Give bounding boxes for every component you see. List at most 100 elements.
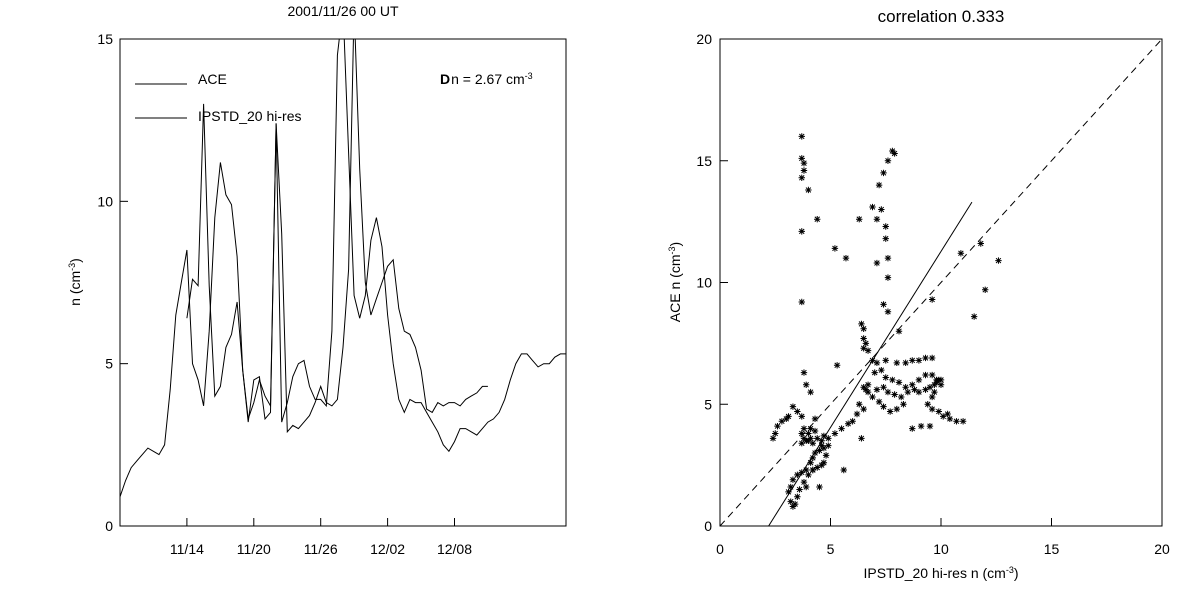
scatter-point	[917, 422, 925, 430]
scatter-point	[787, 498, 794, 505]
right-y-axis-label: ACE n (cm-3)	[667, 242, 683, 322]
scatter-point	[860, 345, 867, 352]
left-series-line-0	[120, 39, 566, 497]
scatter-point	[928, 393, 936, 401]
scatter-point	[785, 488, 792, 496]
scatter-point	[807, 459, 814, 466]
scatter-point	[787, 483, 794, 491]
scatter-point	[838, 425, 845, 432]
scatter-point	[849, 418, 856, 425]
scatter-point	[922, 354, 929, 362]
scatter-point	[833, 362, 841, 369]
right-x-ticks: 0 5 10 15 20	[716, 518, 1170, 557]
left-legend: ACE IPSTD_20 hi-res	[135, 71, 301, 124]
right-x-axis-label: IPSTD_20 hi-res n (cm-3)	[863, 565, 1018, 581]
scatter-point	[789, 403, 797, 410]
scatter-point	[900, 401, 907, 408]
scatter-point	[869, 393, 876, 401]
scatter-point	[785, 413, 792, 420]
scatter-point	[873, 259, 881, 267]
scatter-point	[816, 447, 823, 454]
scatter-point	[886, 408, 894, 415]
scatter-point	[864, 388, 872, 396]
scatter-point	[860, 335, 867, 342]
right-x-tick-label: 20	[1154, 541, 1170, 557]
scatter-point	[891, 391, 898, 398]
fit-line	[768, 201, 973, 527]
scatter-point	[864, 381, 872, 388]
scatter-point	[809, 466, 817, 474]
left-chart: 2001/11/26 00 UT 11/14 11/20 11/26 12/02 12/…	[67, 3, 567, 557]
scatter-point	[909, 357, 916, 364]
scatter-point	[928, 405, 936, 413]
scatter-point	[864, 347, 872, 354]
scatter-point	[794, 471, 801, 479]
scatter-point	[825, 435, 832, 442]
left-y-ticks: 0 5 10 15	[97, 31, 128, 534]
scatter-point	[880, 384, 887, 391]
scatter-point	[811, 427, 819, 435]
scatter-point	[935, 408, 942, 415]
scatter-point	[814, 464, 821, 471]
scatter-point	[895, 328, 903, 335]
left-x-tick-label: 11/14	[170, 541, 204, 557]
scatter-point	[816, 483, 823, 491]
scatter-point	[880, 403, 887, 410]
left-series	[120, 39, 566, 497]
scatter-point	[982, 286, 989, 294]
scatter-point	[811, 415, 819, 423]
right-y-ticks: 0 5 10 15 20	[696, 31, 728, 534]
scatter-point	[875, 398, 883, 406]
right-x-tick-label: 0	[716, 541, 724, 557]
scatter-point	[796, 486, 803, 493]
scatter-point	[840, 466, 847, 474]
scatter-point	[871, 369, 878, 376]
scatter-point	[869, 357, 876, 364]
right-y-tick-label: 0	[704, 518, 712, 534]
scatter-point	[860, 325, 867, 332]
scatter-point	[856, 215, 863, 223]
left-y-tick-label: 10	[97, 193, 113, 209]
scatter-point	[807, 388, 814, 396]
scatter-point	[778, 418, 786, 425]
scatter-point	[856, 401, 863, 408]
left-x-tick-label: 11/20	[237, 541, 271, 557]
reference-line	[719, 38, 1163, 527]
scatter-point	[794, 408, 801, 415]
scatter-point	[800, 478, 808, 486]
right-y-tick-label: 15	[696, 153, 712, 169]
scatter-point	[774, 422, 781, 430]
scatter-point	[909, 425, 916, 432]
scatter-point	[818, 442, 825, 449]
left-y-axis-label: n (cm-3)	[67, 258, 83, 306]
scatter-point	[928, 371, 936, 379]
scatter-point	[878, 206, 885, 213]
scatter-point	[825, 442, 832, 449]
scatter-point	[909, 381, 916, 388]
scatter-point	[873, 359, 881, 367]
scatter-point	[928, 354, 936, 362]
scatter-point	[869, 203, 876, 211]
scatter-point	[884, 388, 892, 396]
scatter-point	[800, 425, 808, 432]
scatter-point	[807, 435, 814, 442]
legend-label-ipstd: IPSTD_20 hi-res	[198, 108, 301, 124]
scatter-point	[937, 381, 945, 388]
scatter-point	[882, 223, 889, 230]
scatter-point	[802, 466, 810, 474]
scatter-point	[818, 437, 825, 444]
scatter-point	[926, 384, 934, 391]
right-x-tick-label: 10	[933, 541, 949, 557]
scatter-point	[931, 388, 938, 396]
scatter-point	[798, 133, 805, 140]
left-y-tick-label: 15	[97, 31, 113, 47]
scatter-point	[798, 155, 805, 162]
scatter-point	[820, 459, 828, 466]
scatter-point	[880, 301, 887, 308]
scatter-point	[809, 440, 817, 447]
scatter-point	[858, 320, 865, 328]
left-y-tick-label: 0	[105, 518, 113, 534]
scatter-point	[858, 435, 865, 442]
scatter-point	[915, 376, 923, 384]
